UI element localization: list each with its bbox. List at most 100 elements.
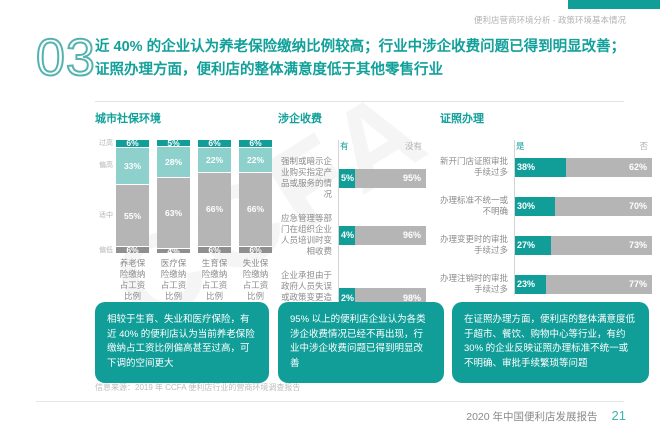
- page-title-line2: 证照办理方面，便利店的整体满意度低于其他零售行业: [95, 62, 443, 79]
- stacked-bar-chart: 过高 偏高 适中 偏低 6% 33% 55% 6% 养老保险缴纳占工资比例 5% 28% 63% 4%…: [95, 137, 272, 302]
- legend-yes: 是: [516, 141, 525, 151]
- value-label: 77%: [628, 279, 647, 290]
- y-axis-labels: 过高 偏高 适中 偏低: [95, 140, 116, 253]
- chart-social-insurance: 城市社保环境 过高 偏高 适中 偏低 6% 33% 55% 6% 养老保险缴纳占工资比例 5% 2…: [95, 110, 272, 302]
- chart-license-processing: 证照办理 是 否 新开门店证照审批手续过多 38% 62% 办理标准不统一或不明确 30…: [440, 110, 652, 312]
- footer-report-title: 2020 年中国便利店发展报告: [466, 411, 598, 423]
- bar: 6% 22% 66% 6%: [239, 138, 272, 256]
- value-label: 4%: [167, 246, 180, 257]
- running-header: 便利店营商环境分析 - 政策环境基本情况: [473, 15, 626, 25]
- rows-area: 强制或暗示企业购买指定产品或服务的情况 5% 95% 应急管理等部门在组织企业人员培训…: [278, 156, 426, 326]
- footer-divider: [36, 401, 624, 402]
- row-label: 办理变更时的审批手续过多: [440, 234, 509, 256]
- legend: 有 没有: [338, 140, 426, 152]
- value-label: 28%: [164, 156, 182, 167]
- note-box-charges: 95% 以上的便利店企业认为各类涉企收费情况已经不再出现，行业中涉企收费问题已得…: [278, 302, 444, 383]
- axis-label: 过高: [99, 140, 113, 148]
- bar-segment-适中: 66%: [198, 171, 231, 247]
- legend: 是 否: [514, 140, 652, 152]
- bar-segment-是: 38%: [514, 157, 567, 177]
- value-label: 5%: [167, 137, 180, 148]
- value-label: 30%: [517, 201, 536, 212]
- chart-title: 城市社保环境: [95, 113, 161, 125]
- value-label: 6%: [249, 245, 262, 256]
- value-label: 6%: [126, 245, 139, 256]
- page-number: 21: [611, 408, 626, 423]
- bar-segment-偏低: 6%: [198, 246, 231, 254]
- bar-segment-适中: 66%: [239, 171, 272, 247]
- bar-segment-偏低: 4%: [157, 246, 190, 257]
- bar-segment-过高: 5%: [157, 137, 190, 148]
- axis-label: 偏高: [99, 162, 113, 170]
- axis-line: [514, 140, 515, 296]
- bar-segment-是: 30%: [514, 196, 556, 216]
- row-label: 应急管理等部门在组织企业人员培训时变相收费: [280, 213, 332, 257]
- bar-track: 23% 77%: [514, 274, 652, 294]
- category-label: 养老保险缴纳占工资比例: [119, 258, 146, 302]
- bar: 5% 28% 63% 4%: [157, 137, 190, 257]
- row-label: 办理标准不统一或不明确: [440, 195, 509, 217]
- axis-label: 适中: [99, 212, 113, 220]
- bar-segment-适中: 63%: [157, 177, 190, 249]
- value-label: 27%: [517, 240, 536, 251]
- bar-track: 38% 62%: [514, 157, 652, 177]
- chart-title: 涉企收费: [278, 113, 322, 125]
- value-label: 62%: [628, 162, 647, 173]
- row-label: 办理注销时的审批手续过多: [440, 273, 509, 295]
- bar-track: 27% 73%: [514, 235, 652, 255]
- bar-segment-有: 5%: [338, 168, 355, 188]
- value-label: 63%: [164, 208, 182, 219]
- bar-segment-偏高: 33%: [116, 146, 149, 185]
- stacked-bar: 6% 22% 66% 6% 生育保险缴纳占工资比例: [198, 138, 231, 302]
- bars-area: 6% 33% 55% 6% 养老保险缴纳占工资比例 5% 28% 63% 4% 医疗保险缴纳占工资…: [116, 137, 272, 302]
- bar-segment-偏高: 28%: [157, 145, 190, 178]
- value-label: 6%: [249, 138, 262, 149]
- source-note: 信息来源：2019 年 CCFA 便利店行业的营商环境调查报告: [95, 383, 301, 392]
- bar-segment-过高: 6%: [198, 138, 231, 149]
- category-label: 失业保险缴纳占工资比例: [242, 258, 269, 302]
- bar-segment-是: 23%: [514, 274, 546, 294]
- bar-segment-适中: 55%: [116, 184, 149, 247]
- bar-segment-否: 70%: [555, 196, 652, 216]
- bar-track: 30% 70%: [514, 196, 652, 216]
- row-label: 新开门店证照审批手续过多: [440, 156, 509, 178]
- chart-title: 证照办理: [440, 113, 484, 125]
- note-box-social-insurance: 相较于生育、失业和医疗保险，有近 40% 的便利店认为当前养老保险缴纳占工资比例…: [95, 302, 269, 383]
- value-label: 22%: [205, 154, 223, 165]
- bar-track: 5% 95%: [338, 168, 426, 188]
- value-label: 98%: [402, 292, 421, 303]
- stacked-bar: 5% 28% 63% 4% 医疗保险缴纳占工资比例: [157, 137, 190, 302]
- bar-segment-没有: 95%: [355, 168, 426, 188]
- axis-label: 偏低: [99, 246, 113, 254]
- divider: [95, 101, 624, 102]
- legend-yes: 有: [340, 141, 349, 151]
- bar-segment-偏高: 22%: [198, 146, 231, 172]
- legend-no: 否: [639, 141, 648, 151]
- value-label: 33%: [123, 160, 141, 171]
- value-label: 96%: [402, 230, 421, 241]
- bar-segment-否: 73%: [551, 235, 652, 255]
- chart-row: 新开门店证照审批手续过多 38% 62%: [440, 156, 652, 178]
- value-label: 23%: [517, 279, 536, 290]
- chart-row: 办理变更时的审批手续过多 27% 73%: [440, 234, 652, 256]
- value-label: 6%: [208, 138, 221, 149]
- horizontal-bar-chart: 是 否 新开门店证照审批手续过多 38% 62% 办理标准不统一或不明确 30% 70% 办…: [440, 140, 652, 296]
- chart-row: 办理注销时的审批手续过多 23% 77%: [440, 273, 652, 295]
- bar: 6% 22% 66% 6%: [198, 138, 231, 254]
- bar-segment-否: 77%: [545, 274, 652, 294]
- value-label: 2%: [341, 292, 355, 303]
- chart-row: 办理标准不统一或不明确 30% 70%: [440, 195, 652, 217]
- value-label: 66%: [246, 204, 264, 215]
- bar-segment-偏低: 6%: [239, 245, 272, 256]
- bar-segment-没有: 96%: [355, 225, 426, 245]
- value-label: 66%: [205, 204, 223, 215]
- bar-track: 4% 96%: [338, 225, 426, 245]
- category-label: 生育保险缴纳占工资比例: [201, 258, 228, 302]
- accent-bar: [568, 0, 660, 9]
- value-label: 6%: [126, 138, 139, 149]
- stacked-bar: 6% 33% 55% 6% 养老保险缴纳占工资比例: [116, 138, 149, 302]
- bar-segment-过高: 6%: [116, 138, 149, 149]
- bar-segment-过高: 6%: [239, 138, 272, 149]
- chart-row: 应急管理等部门在组织企业人员培训时变相收费 4% 96%: [278, 213, 426, 257]
- bar-segment-偏高: 22%: [239, 146, 272, 172]
